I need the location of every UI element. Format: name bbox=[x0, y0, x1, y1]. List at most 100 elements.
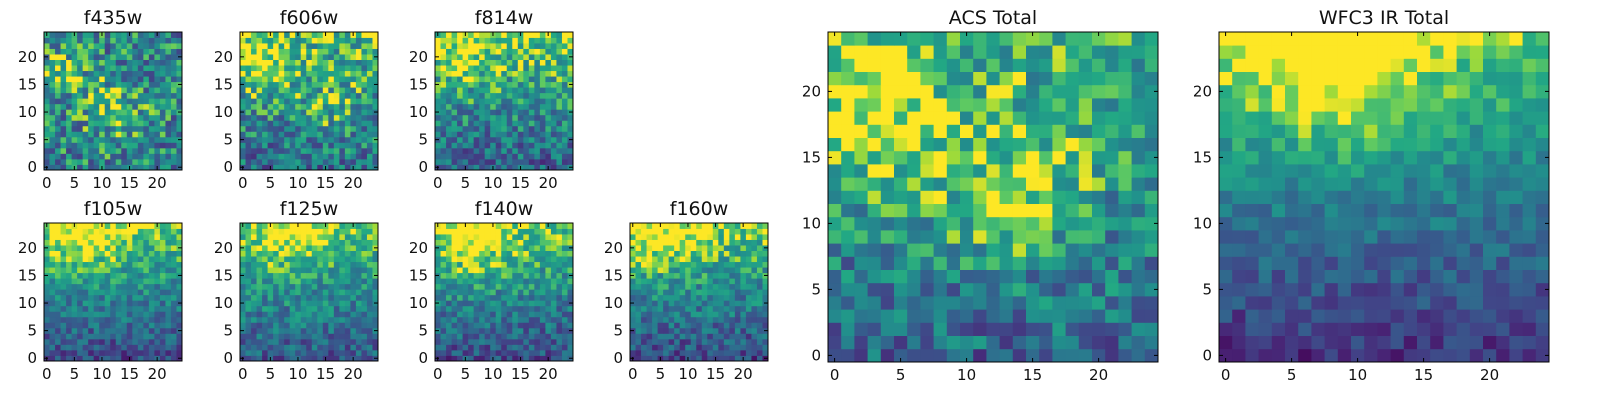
heatmap-cell bbox=[366, 76, 373, 83]
heatmap-cell bbox=[1092, 348, 1106, 363]
heatmap-cell bbox=[82, 316, 89, 323]
heatmap-cell bbox=[490, 283, 497, 290]
heatmap-cell bbox=[973, 216, 987, 231]
heatmap-cell bbox=[333, 267, 340, 274]
heatmap-cell bbox=[1012, 296, 1027, 310]
heatmap-cell bbox=[165, 338, 172, 345]
heatmap-cell bbox=[137, 283, 144, 290]
heatmap-cell bbox=[306, 272, 313, 279]
heatmap-cell bbox=[880, 335, 895, 350]
heatmap-cell bbox=[322, 261, 329, 268]
heatmap-cell bbox=[841, 203, 855, 218]
heatmap-cell bbox=[473, 131, 480, 138]
heatmap-cell bbox=[946, 309, 961, 323]
heatmap-cell bbox=[284, 300, 291, 307]
heatmap-cell bbox=[154, 153, 161, 160]
heatmap-cell bbox=[240, 322, 246, 329]
heatmap-cell bbox=[1052, 348, 1066, 363]
heatmap-cell bbox=[1144, 216, 1159, 231]
heatmap-cell bbox=[154, 92, 161, 99]
heatmap-cell bbox=[55, 355, 61, 362]
heatmap-cell bbox=[49, 311, 56, 318]
heatmap-cell bbox=[446, 283, 452, 290]
heatmap-cell bbox=[561, 245, 568, 251]
heatmap-cell bbox=[273, 333, 280, 340]
heatmap-cell bbox=[284, 349, 291, 356]
heatmap-cell bbox=[148, 147, 155, 154]
heatmap-cell bbox=[159, 311, 166, 318]
heatmap-cell bbox=[718, 261, 725, 268]
heatmap-cell bbox=[854, 296, 868, 310]
heatmap-cell bbox=[679, 267, 686, 274]
heatmap-cell bbox=[93, 48, 100, 55]
heatmap-cell bbox=[729, 223, 736, 229]
heatmap-cell bbox=[484, 43, 491, 49]
heatmap-cell bbox=[679, 256, 686, 263]
heatmap-cell bbox=[60, 37, 67, 44]
heatmap-cell bbox=[278, 228, 285, 235]
heatmap-cell bbox=[366, 109, 373, 116]
heatmap-cell bbox=[762, 316, 769, 323]
heatmap-cell bbox=[446, 355, 452, 362]
heatmap-cell bbox=[479, 158, 486, 165]
heatmap-cell bbox=[317, 114, 324, 121]
heatmap-cell bbox=[132, 76, 139, 83]
heatmap-cell bbox=[333, 305, 340, 312]
heatmap-cell bbox=[300, 37, 307, 44]
heatmap-cell bbox=[723, 239, 730, 246]
heatmap-cell bbox=[262, 81, 268, 88]
heatmap-cell bbox=[723, 278, 730, 285]
heatmap-cell bbox=[262, 250, 268, 257]
heatmap-cell bbox=[82, 98, 89, 105]
heatmap-cell bbox=[517, 109, 524, 116]
heatmap-cell bbox=[306, 37, 313, 44]
heatmap-cell bbox=[317, 234, 324, 240]
heatmap-cell bbox=[740, 349, 747, 356]
heatmap-cell bbox=[635, 355, 642, 362]
heatmap-cell bbox=[1052, 177, 1066, 191]
heatmap-cell bbox=[1105, 282, 1119, 297]
heatmap-cell bbox=[506, 131, 513, 138]
heatmap-cell bbox=[501, 37, 508, 44]
heatmap-cell bbox=[523, 48, 530, 55]
heatmap-cell bbox=[1039, 335, 1053, 350]
heatmap-cell bbox=[729, 283, 736, 290]
heatmap-cell bbox=[729, 294, 736, 301]
heatmap-cell bbox=[668, 283, 675, 290]
heatmap-cell bbox=[267, 70, 274, 77]
heatmap-cell bbox=[1118, 190, 1132, 204]
heatmap-cell bbox=[712, 228, 719, 235]
heatmap-cell bbox=[49, 316, 56, 323]
heatmap-cell bbox=[751, 223, 758, 229]
heatmap-cell bbox=[251, 316, 257, 323]
heatmap-cell bbox=[366, 278, 373, 285]
heatmap-cell bbox=[473, 272, 480, 279]
heatmap-cell bbox=[457, 81, 463, 88]
heatmap-cell bbox=[110, 98, 117, 105]
heatmap-cell bbox=[1026, 282, 1040, 297]
heatmap-cell bbox=[93, 305, 100, 312]
heatmap-cell bbox=[740, 261, 747, 268]
heatmap-cell bbox=[366, 245, 373, 251]
heatmap-cell bbox=[306, 223, 313, 229]
heatmap-cell bbox=[121, 114, 128, 121]
heatmap-cell bbox=[311, 54, 318, 60]
heatmap-cell bbox=[528, 272, 535, 279]
heatmap-cell bbox=[528, 81, 535, 88]
heatmap-cell bbox=[154, 289, 161, 296]
heatmap-cell bbox=[278, 81, 285, 88]
heatmap-cell bbox=[306, 136, 313, 143]
heatmap-cell bbox=[960, 282, 974, 297]
heatmap-cell bbox=[251, 234, 257, 240]
heatmap-cell bbox=[512, 327, 519, 334]
heatmap-cell bbox=[479, 136, 486, 143]
heatmap-cell bbox=[701, 289, 708, 296]
heatmap-cell bbox=[999, 335, 1014, 350]
heatmap-cell bbox=[556, 305, 563, 312]
heatmap-cell bbox=[278, 158, 285, 165]
heatmap-cell bbox=[1131, 335, 1146, 350]
heatmap-cell bbox=[751, 322, 758, 329]
heatmap-cell bbox=[473, 300, 480, 307]
heatmap-cell bbox=[295, 48, 302, 55]
heatmap-cell bbox=[154, 316, 161, 323]
